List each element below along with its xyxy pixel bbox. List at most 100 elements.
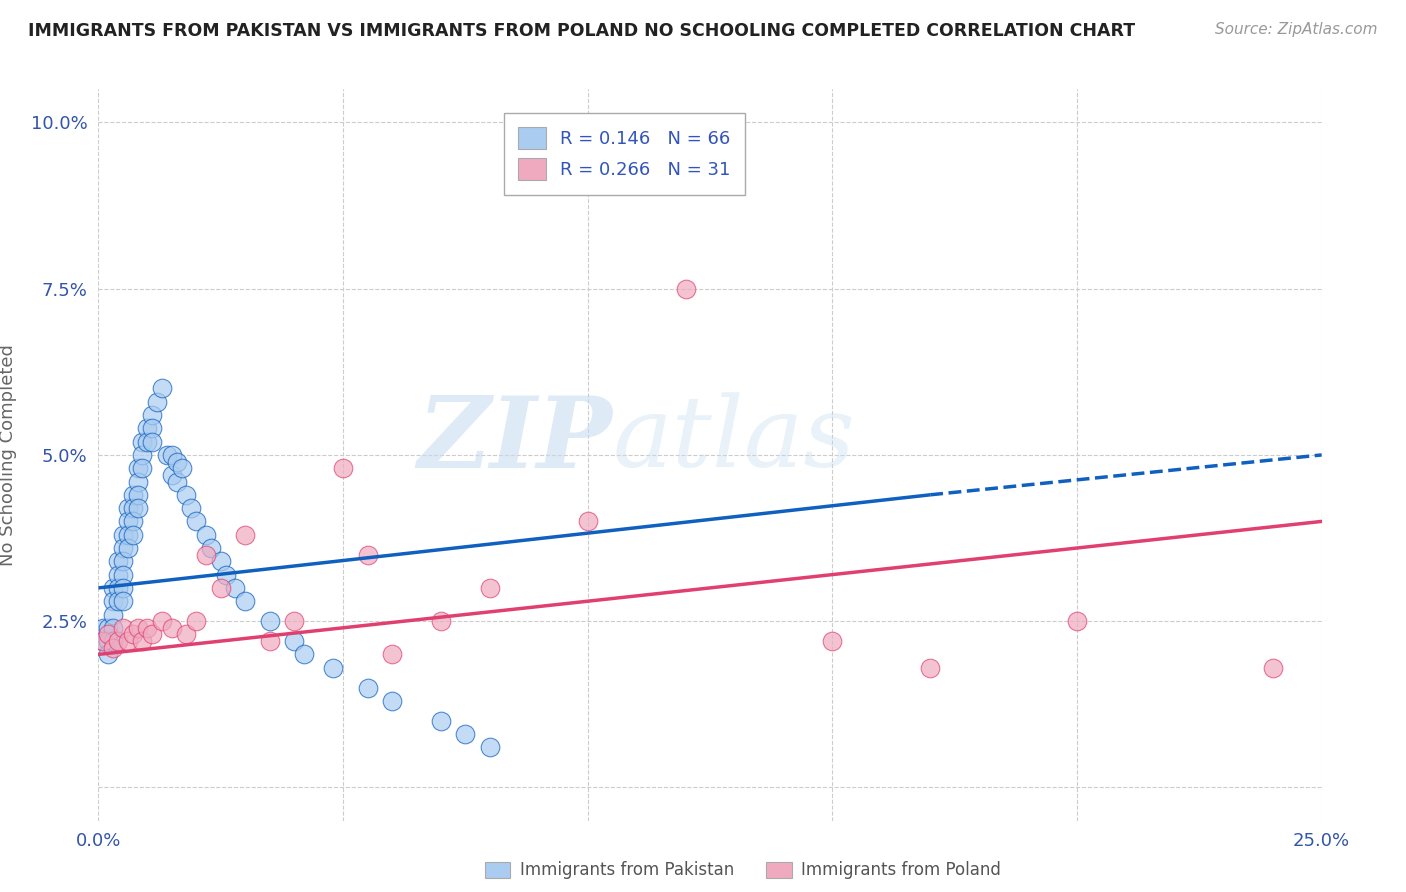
Point (111, 541, 134, 555)
Point (91, 634, 114, 648)
Point (107, 554, 129, 568)
Point (117, 541, 139, 555)
Point (186, 515, 208, 529)
Point (478, 581, 501, 595)
Point (107, 594, 129, 608)
Point (156, 448, 179, 462)
Point (127, 488, 149, 502)
Point (101, 607, 124, 622)
Text: Immigrants from Poland: Immigrants from Poland (801, 861, 1001, 879)
Point (259, 614, 281, 628)
Point (101, 594, 124, 608)
Point (101, 581, 124, 595)
Point (121, 515, 143, 529)
Point (821, 634, 844, 648)
Point (127, 475, 149, 489)
Point (214, 567, 236, 582)
Point (209, 554, 232, 568)
Point (117, 527, 139, 541)
Text: Immigrants from Pakistan: Immigrants from Pakistan (520, 861, 734, 879)
Point (97, 634, 120, 648)
Point (233, 527, 256, 541)
Point (576, 515, 599, 529)
Point (131, 434, 153, 449)
Point (430, 614, 453, 628)
Point (127, 501, 149, 516)
Text: ZIP: ZIP (418, 392, 612, 489)
Point (283, 614, 305, 628)
Point (107, 581, 129, 595)
Text: Source: ZipAtlas.com: Source: ZipAtlas.com (1215, 22, 1378, 37)
Point (141, 408, 163, 422)
Point (136, 621, 159, 635)
Point (101, 634, 124, 648)
Point (292, 648, 315, 662)
Point (146, 394, 169, 409)
Point (111, 594, 134, 608)
Point (1066, 614, 1088, 628)
Point (91, 621, 114, 635)
Point (283, 634, 305, 648)
Point (136, 421, 159, 435)
Point (107, 634, 129, 648)
Point (117, 515, 139, 529)
Point (127, 461, 149, 475)
Point (160, 621, 183, 635)
Point (381, 648, 404, 662)
Point (141, 627, 163, 641)
Point (107, 567, 129, 582)
Point (111, 527, 134, 541)
Point (97, 621, 120, 635)
Point (160, 467, 183, 482)
Point (170, 461, 193, 475)
Point (141, 434, 163, 449)
Point (675, 282, 697, 296)
Point (121, 488, 143, 502)
Point (111, 581, 134, 595)
Point (111, 567, 134, 582)
Point (111, 621, 134, 635)
Point (121, 627, 143, 641)
Point (186, 614, 208, 628)
Point (160, 448, 183, 462)
Point (430, 714, 453, 728)
Point (131, 448, 153, 462)
Point (176, 627, 198, 641)
Legend: R = 0.146   N = 66, R = 0.266   N = 31: R = 0.146 N = 66, R = 0.266 N = 31 (503, 113, 745, 194)
Point (322, 661, 344, 675)
Text: IMMIGRANTS FROM PAKISTAN VS IMMIGRANTS FROM POLAND NO SCHOOLING COMPLETED CORREL: IMMIGRANTS FROM PAKISTAN VS IMMIGRANTS F… (28, 22, 1135, 40)
Point (131, 634, 153, 648)
Point (121, 501, 143, 516)
Point (176, 488, 198, 502)
Point (166, 475, 188, 489)
Point (180, 501, 202, 516)
Point (97, 648, 120, 662)
Point (101, 621, 124, 635)
Point (200, 541, 222, 555)
Text: atlas: atlas (612, 392, 855, 488)
Point (224, 581, 246, 595)
Y-axis label: No Schooling Completed: No Schooling Completed (0, 344, 17, 566)
Point (150, 614, 173, 628)
Point (117, 634, 139, 648)
Point (1261, 661, 1284, 675)
Point (454, 727, 477, 741)
Point (131, 461, 153, 475)
Point (136, 434, 159, 449)
Point (920, 661, 942, 675)
Point (332, 461, 354, 475)
Point (141, 421, 163, 435)
Point (121, 527, 143, 541)
Point (209, 581, 232, 595)
Point (117, 501, 139, 516)
Point (195, 548, 218, 562)
Point (91, 634, 114, 648)
Point (195, 527, 218, 541)
Point (356, 548, 378, 562)
Point (150, 381, 173, 395)
Point (127, 621, 149, 635)
Point (356, 681, 378, 695)
Point (381, 694, 404, 708)
Point (259, 634, 281, 648)
Point (101, 640, 124, 655)
